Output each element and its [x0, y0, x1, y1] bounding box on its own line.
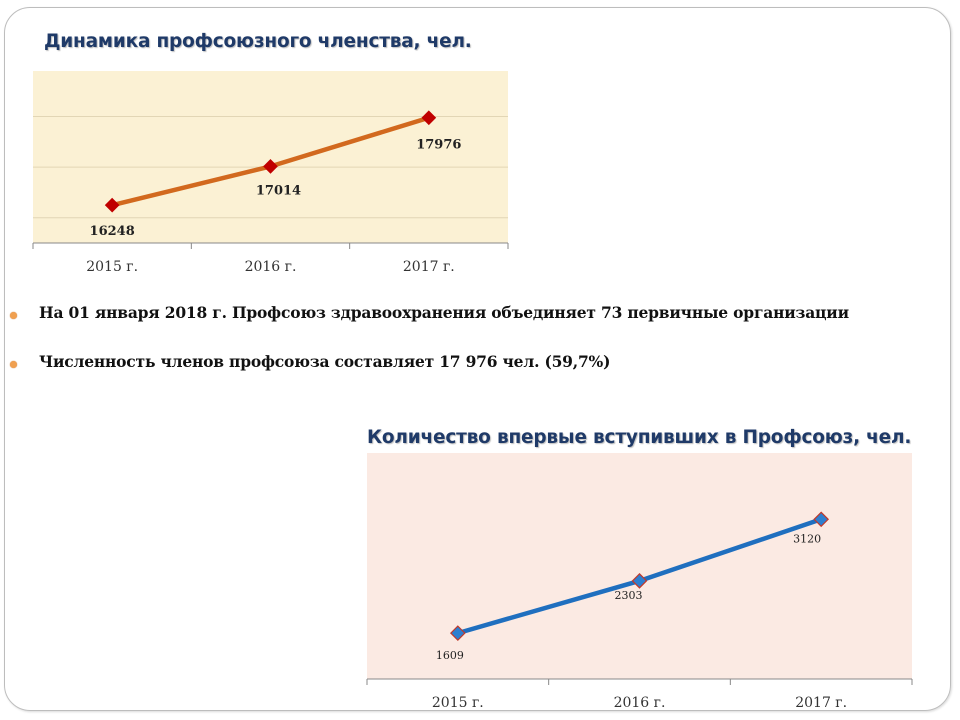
data-point	[263, 159, 278, 174]
x-tick-label: 2015 г.	[86, 259, 138, 275]
data-point	[813, 511, 830, 528]
chart2-title: Количество впервые вступивших в Профсоюз…	[367, 427, 912, 448]
plot-area	[33, 71, 508, 243]
data-label: 1609	[436, 649, 464, 662]
data-point	[104, 197, 120, 213]
x-tick-label: 2017 г.	[403, 259, 455, 275]
data-label: 3120	[793, 532, 821, 545]
data-label: 2303	[615, 589, 643, 602]
x-tick-label: 2017 г.	[795, 695, 847, 711]
membership-chart: 2015 г. 2016 г. 2017 г. 16248 17014 17976	[32, 71, 509, 275]
x-tick-label: 2016 г.	[614, 695, 666, 711]
data-label: 17014	[256, 183, 301, 198]
bullet-dot-icon	[10, 312, 17, 319]
data-label: 17976	[416, 138, 461, 153]
bullet-text: Численность членов профсоюза составляет …	[39, 352, 611, 371]
x-tick-label: 2015 г.	[432, 695, 484, 711]
x-tick-label: 2016 г.	[245, 259, 297, 275]
plot-area	[367, 453, 912, 679]
slide-frame	[4, 7, 951, 711]
data-point	[421, 110, 437, 126]
data-point	[631, 572, 648, 589]
data-point	[449, 625, 466, 641]
chart1-title: Динамика профсоюзного членства, чел.	[44, 31, 472, 52]
data-label: 16248	[90, 224, 135, 239]
bullet-text: На 01 января 2018 г. Профсоюз здравоохра…	[39, 303, 849, 322]
bullet-dot-icon	[10, 361, 17, 368]
